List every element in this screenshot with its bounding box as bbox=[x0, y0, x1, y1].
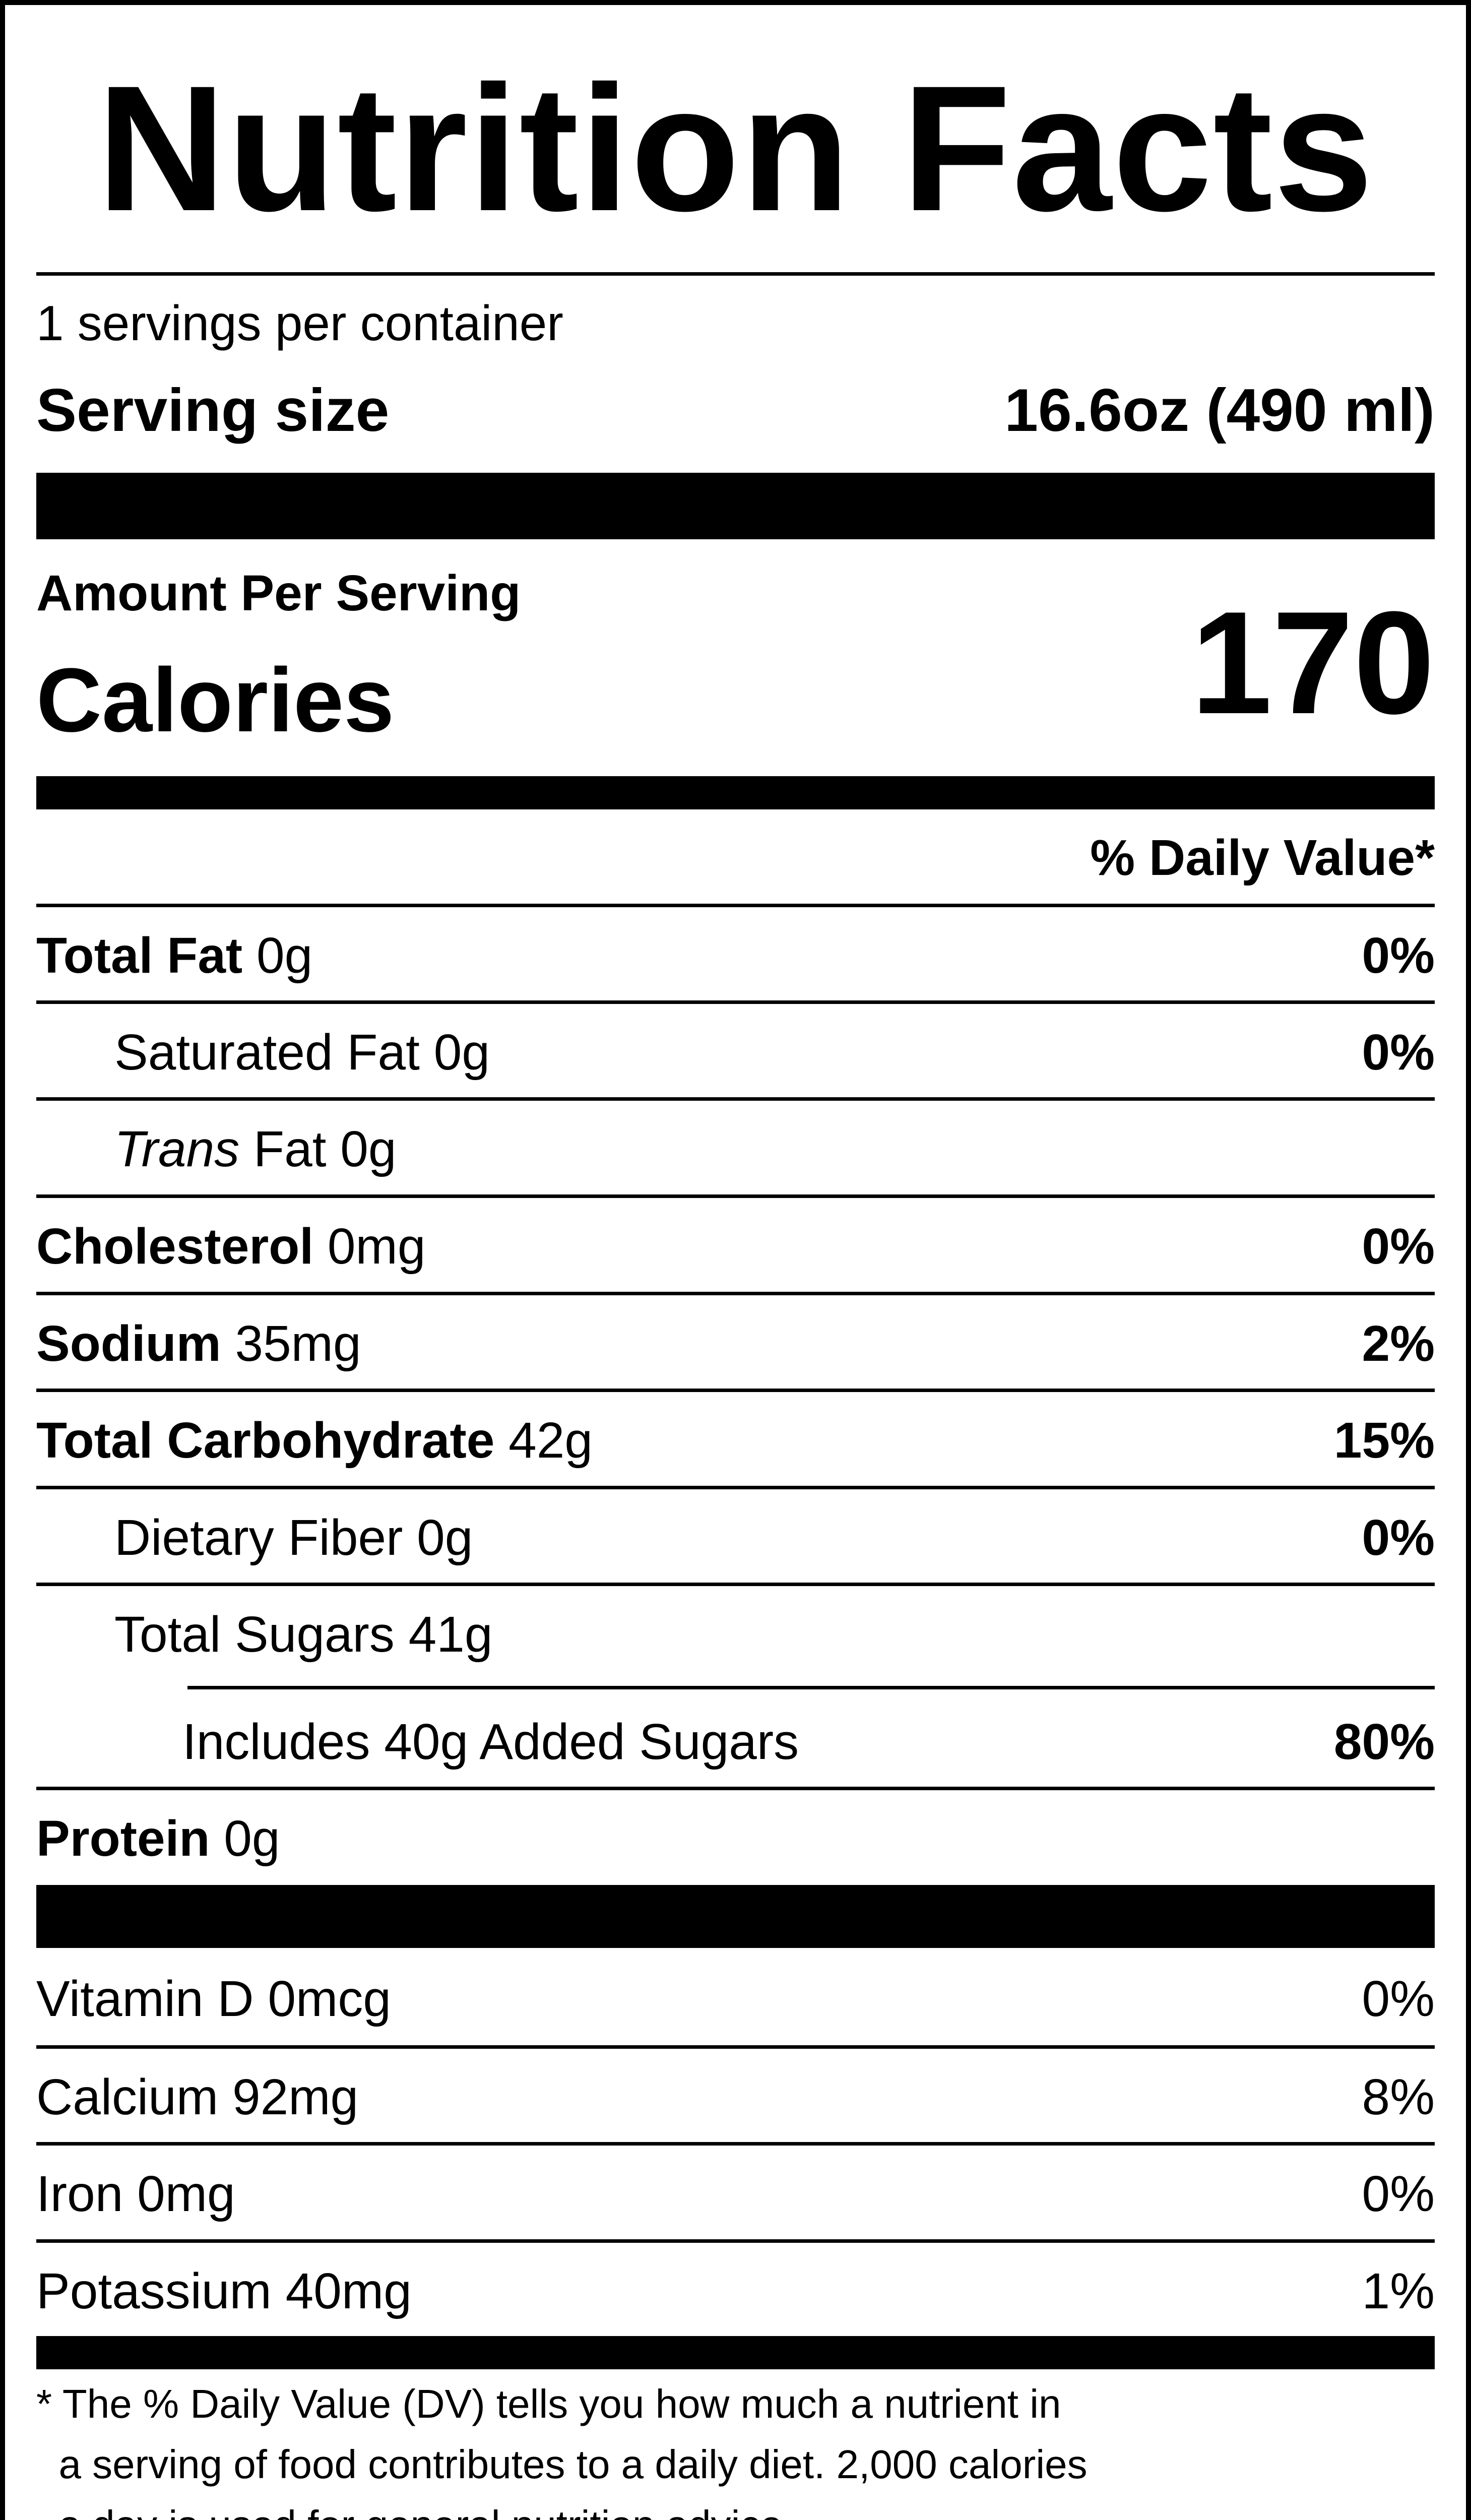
nutrient-label: Total Sugars 41g bbox=[114, 1606, 493, 1663]
divider-thin bbox=[36, 272, 1435, 276]
nutrient-label: Sodium 35mg bbox=[36, 1315, 361, 1372]
vitamin-dv: 0% bbox=[1362, 2165, 1435, 2222]
nutrient-dv: 0% bbox=[1362, 1024, 1435, 1081]
divider-thin bbox=[36, 1194, 1435, 1198]
divider-thin bbox=[36, 1097, 1435, 1101]
nutrient-dv: 2% bbox=[1362, 1315, 1435, 1372]
vitamin-row-calcium: Calcium 92mg 8% bbox=[36, 2049, 1435, 2146]
servings-per-container: 1 servings per container bbox=[36, 295, 1435, 352]
serving-size-label: Serving size bbox=[36, 376, 390, 444]
nutrient-label: Includes 40g Added Sugars bbox=[182, 1713, 799, 1770]
nutrient-row-cholesterol: Cholesterol 0mg 0% bbox=[36, 1198, 1435, 1295]
divider-thin-indented bbox=[187, 1686, 1435, 1689]
divider-thin bbox=[36, 904, 1435, 907]
nutrient-row-dietary-fiber: Dietary Fiber 0g 0% bbox=[36, 1489, 1435, 1586]
nutrient-label: Saturated Fat 0g bbox=[114, 1024, 490, 1081]
vitamin-label: Iron 0mg bbox=[36, 2165, 235, 2222]
amount-per-serving-text: Amount Per Serving bbox=[36, 565, 521, 621]
vitamin-dv: 0% bbox=[1362, 1970, 1435, 2027]
servings-per-container-text: 1 servings per container bbox=[36, 295, 563, 351]
serving-size-value: 16.6oz (490 ml) bbox=[1004, 376, 1435, 444]
nutrient-row-total-fat: Total Fat 0g 0% bbox=[36, 907, 1435, 1004]
nutrient-label: Cholesterol 0mg bbox=[36, 1218, 426, 1275]
divider-thin bbox=[36, 1292, 1435, 1295]
label-title: Nutrition Facts bbox=[97, 49, 1374, 248]
nutrient-dv: 0% bbox=[1362, 1218, 1435, 1275]
divider-thin bbox=[36, 1787, 1435, 1790]
nutrient-dv: 0% bbox=[1362, 1509, 1435, 1566]
vitamin-row-iron: Iron 0mg 0% bbox=[36, 2146, 1435, 2242]
vitamin-label: Calcium 92mg bbox=[36, 2068, 359, 2125]
nutrient-dv: 0% bbox=[1362, 927, 1435, 984]
divider-thick bbox=[36, 473, 1435, 539]
amount-per-serving: Amount Per Serving bbox=[36, 564, 1435, 622]
divider-thin bbox=[36, 1389, 1435, 1392]
divider-thin bbox=[36, 2045, 1435, 2049]
nutrient-dv: 15% bbox=[1333, 1412, 1435, 1469]
nutrient-row-protein: Protein 0g bbox=[36, 1790, 1435, 1887]
footnote: * The % Daily Value (DV) tells you how m… bbox=[36, 2374, 1088, 2520]
vitamin-dv: 8% bbox=[1362, 2068, 1435, 2125]
nutrient-row-saturated-fat: Saturated Fat 0g 0% bbox=[36, 1004, 1435, 1101]
nutrient-row-total-sugars: Total Sugars 41g bbox=[36, 1586, 1435, 1683]
nutrient-label: Total Carbohydrate 42g bbox=[36, 1412, 593, 1469]
divider-thin bbox=[36, 1583, 1435, 1586]
nutrient-label: Trans Fat 0g bbox=[114, 1120, 397, 1177]
daily-value-header: % Daily Value* bbox=[1090, 830, 1435, 886]
divider-thin bbox=[36, 1486, 1435, 1489]
calories-label: Calories bbox=[36, 650, 395, 751]
vitamin-row-vitamin-d: Vitamin D 0mcg 0% bbox=[36, 1950, 1435, 2047]
nutrient-row-added-sugars: Includes 40g Added Sugars 80% bbox=[36, 1693, 1435, 1790]
nutrient-label: Total Fat 0g bbox=[36, 927, 313, 984]
nutrient-label: Protein 0g bbox=[36, 1810, 280, 1867]
vitamin-label: Vitamin D 0mcg bbox=[36, 1970, 391, 2027]
serving-size-row: Serving size 16.6oz (490 ml) bbox=[36, 375, 1435, 445]
nutrient-label: Dietary Fiber 0g bbox=[114, 1509, 473, 1566]
divider-thick bbox=[36, 1885, 1435, 1948]
vitamin-dv: 1% bbox=[1362, 2262, 1435, 2319]
footnote-line: * The % Daily Value (DV) tells you how m… bbox=[36, 2381, 1061, 2426]
footnote-line: a day is used for general nutrition advi… bbox=[36, 2495, 1088, 2520]
nutrient-row-sodium: Sodium 35mg 2% bbox=[36, 1295, 1435, 1392]
vitamin-label: Potassium 40mg bbox=[36, 2262, 412, 2319]
divider-medium bbox=[36, 776, 1435, 809]
divider-medium bbox=[36, 2336, 1435, 2369]
footnote-line: a serving of food contributes to a daily… bbox=[36, 2442, 1088, 2487]
divider-thin bbox=[36, 2239, 1435, 2243]
nutrient-dv: 80% bbox=[1333, 1713, 1435, 1770]
nutrient-row-trans-fat: Trans Fat 0g bbox=[36, 1101, 1435, 1198]
divider-thin bbox=[36, 2142, 1435, 2146]
divider-thin bbox=[36, 1000, 1435, 1004]
calories-value: 170 bbox=[1191, 581, 1435, 744]
vitamin-row-potassium: Potassium 40mg 1% bbox=[36, 2243, 1435, 2340]
nutrient-row-total-carbohydrate: Total Carbohydrate 42g 15% bbox=[36, 1392, 1435, 1489]
